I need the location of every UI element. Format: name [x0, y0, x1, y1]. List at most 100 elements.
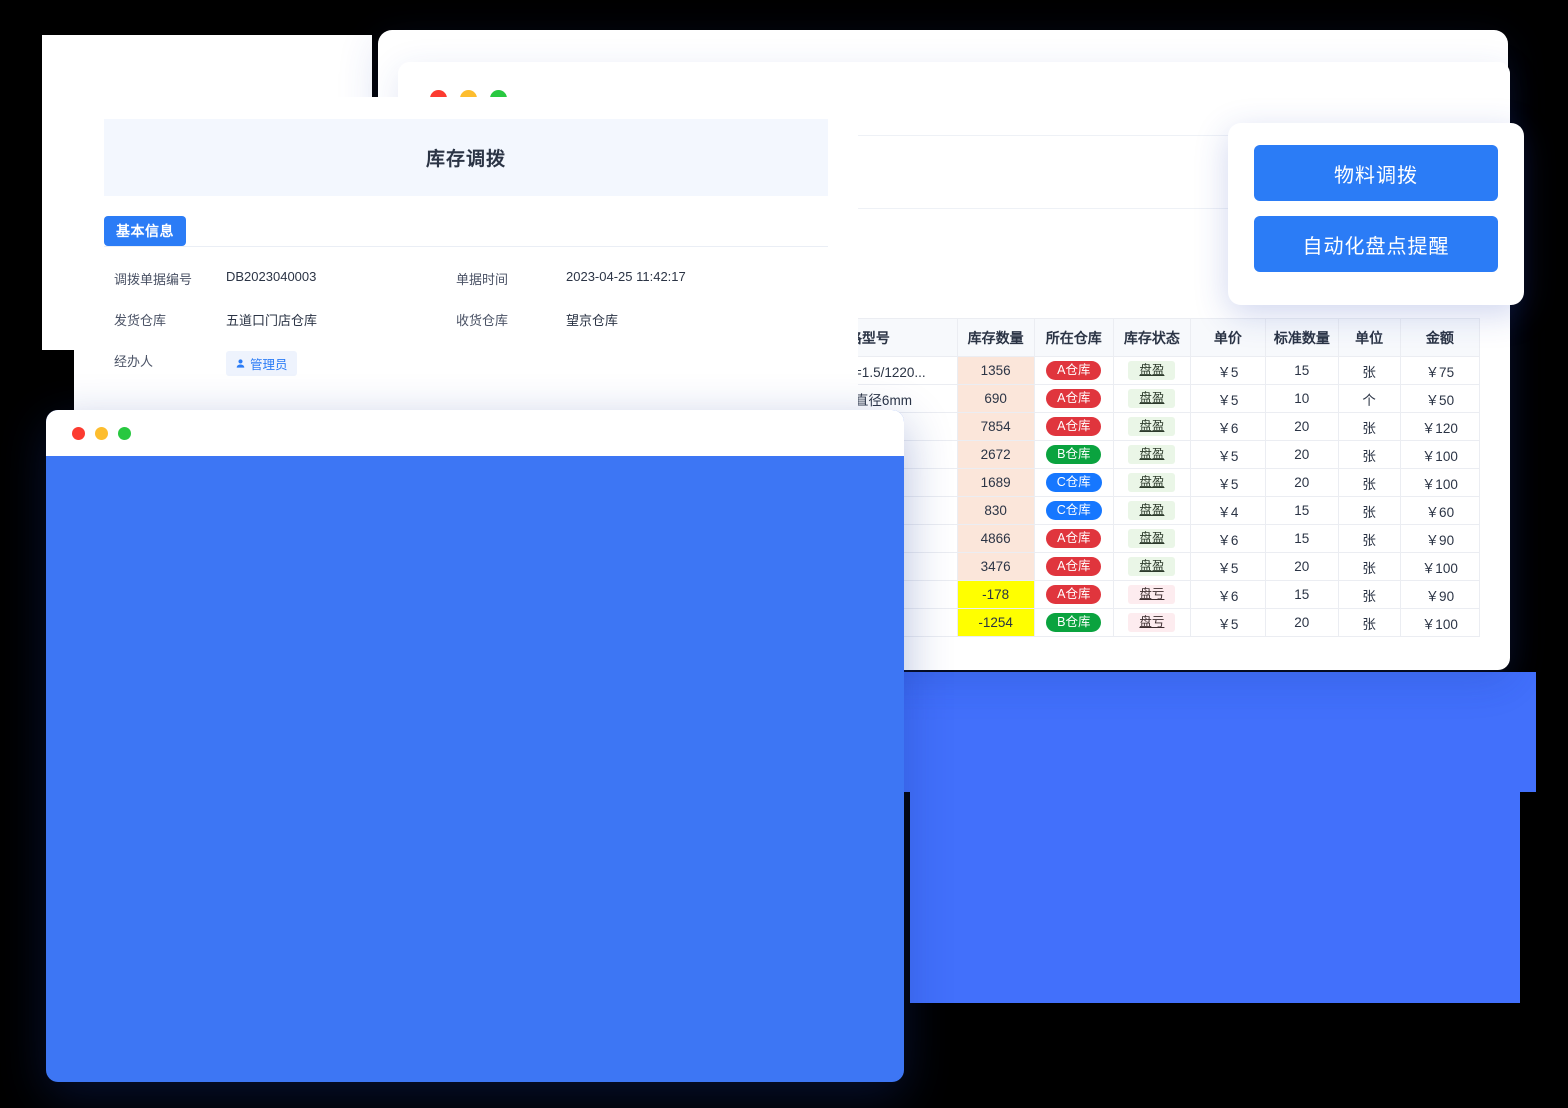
cell-amount: ￥50	[1399, 384, 1481, 413]
warehouse-badge: C仓库	[1045, 472, 1102, 493]
basic-info-grid: 调拨单据编号 DB2023040003 单据时间 2023-04-25 11:4…	[104, 247, 828, 392]
warehouse-badge: A仓库	[1046, 360, 1102, 381]
cell-std-qty: 15	[1264, 496, 1339, 525]
form-title: 库存调拨	[104, 119, 828, 196]
warehouse-badge: A仓库	[1046, 556, 1102, 577]
cell-std-qty: 20	[1264, 552, 1339, 581]
cell-unit-price: ￥5	[1189, 384, 1266, 413]
cell-unit: 张	[1337, 580, 1401, 609]
cell-stock-state: 盘盈	[1112, 356, 1191, 385]
cell-unit-price: ￥6	[1189, 412, 1266, 441]
operator-label: 经办人	[114, 354, 154, 369]
stock-transfer-window	[46, 410, 904, 1082]
cell-stock-state: 盘盈	[1112, 440, 1191, 469]
warehouse-badge: A仓库	[1046, 528, 1102, 549]
cell-unit: 张	[1337, 496, 1401, 525]
operator-chip[interactable]: 管理员	[226, 351, 297, 376]
cell-warehouse: A仓库	[1033, 356, 1114, 385]
status-badge: 盘盈	[1128, 556, 1176, 577]
decorative-blue-box	[910, 745, 1520, 1003]
cell-warehouse: A仓库	[1033, 524, 1114, 553]
auto-stocktake-alert-button[interactable]: 自动化盘点提醒	[1254, 216, 1498, 272]
warehouse-badge: A仓库	[1046, 416, 1102, 437]
from-warehouse-label: 发货仓库	[114, 313, 167, 328]
cell-std-qty: 20	[1264, 468, 1339, 497]
col-unit: 单位	[1337, 318, 1401, 357]
user-icon	[236, 359, 245, 368]
cell-warehouse: A仓库	[1033, 384, 1114, 413]
cell-warehouse: C仓库	[1033, 496, 1114, 525]
cell-unit-price: ￥6	[1189, 524, 1266, 553]
warehouse-badge: A仓库	[1046, 388, 1102, 409]
cell-amount: ￥90	[1399, 524, 1481, 553]
cell-stock-qty: -1254	[956, 608, 1035, 637]
cell-warehouse: B仓库	[1033, 440, 1114, 469]
status-badge: 盘盈	[1128, 528, 1176, 549]
basic-info-tag: 基本信息	[104, 216, 186, 246]
cell-stock-state: 盘盈	[1112, 468, 1191, 497]
cell-unit: 张	[1337, 412, 1401, 441]
front-window-titlebar	[46, 410, 904, 456]
to-warehouse-value: 望京仓库	[566, 313, 619, 328]
cell-stock-qty: 830	[956, 496, 1035, 525]
warehouse-badge: C仓库	[1045, 500, 1102, 521]
warehouse-badge: B仓库	[1046, 612, 1102, 633]
cell-stock-qty: 2672	[956, 440, 1035, 469]
status-badge: 盘亏	[1128, 612, 1176, 633]
doc-time-value: 2023-04-25 11:42:17	[566, 269, 686, 284]
cell-std-qty: 15	[1264, 356, 1339, 385]
maximize-icon[interactable]	[118, 426, 131, 440]
cell-std-qty: 20	[1264, 440, 1339, 469]
cell-warehouse: B仓库	[1033, 608, 1114, 637]
status-badge: 盘盈	[1128, 472, 1176, 493]
operator-value-cell: 管理员	[226, 351, 456, 376]
doc-no-value: DB2023040003	[226, 269, 317, 284]
col-stock-qty: 库存数量	[956, 318, 1035, 357]
cell-stock-state: 盘盈	[1112, 552, 1191, 581]
cell-amount: ￥100	[1399, 468, 1481, 497]
cell-stock-state: 盘盈	[1112, 384, 1191, 413]
col-std-qty: 标准数量	[1264, 318, 1339, 357]
status-badge: 盘亏	[1128, 584, 1176, 605]
status-badge: 盘盈	[1128, 416, 1176, 437]
to-warehouse-label: 收货仓库	[456, 313, 509, 328]
cell-warehouse: A仓库	[1033, 412, 1114, 441]
status-badge: 盘盈	[1128, 444, 1176, 465]
cell-std-qty: 20	[1264, 412, 1339, 441]
cell-unit-price: ￥5	[1189, 440, 1266, 469]
cell-stock-qty: 1356	[956, 356, 1035, 385]
cell-stock-state: 盘盈	[1112, 496, 1191, 525]
cell-unit-price: ￥6	[1189, 580, 1266, 609]
warehouse-badge: A仓库	[1046, 584, 1102, 605]
warehouse-badge: B仓库	[1046, 444, 1102, 465]
cell-stock-qty: 3476	[956, 552, 1035, 581]
status-badge: 盘盈	[1128, 388, 1176, 409]
cell-stock-state: 盘盈	[1112, 524, 1191, 553]
cell-warehouse: C仓库	[1033, 468, 1114, 497]
cell-stock-qty: 7854	[956, 412, 1035, 441]
cell-unit-price: ￥5	[1189, 552, 1266, 581]
cell-unit: 个	[1337, 384, 1401, 413]
cell-stock-qty: 4866	[956, 524, 1035, 553]
operator-name: 管理员	[250, 358, 288, 372]
material-transfer-button[interactable]: 物料调拨	[1254, 145, 1498, 201]
cell-unit: 张	[1337, 356, 1401, 385]
cell-std-qty: 20	[1264, 608, 1339, 637]
cell-warehouse: A仓库	[1033, 552, 1114, 581]
col-stock-state: 库存状态	[1112, 318, 1191, 357]
doc-time-label: 单据时间	[456, 272, 509, 287]
col-amount: 金额	[1399, 318, 1481, 357]
minimize-icon[interactable]	[95, 426, 108, 440]
cell-std-qty: 15	[1264, 524, 1339, 553]
close-icon[interactable]	[72, 426, 85, 440]
cell-amount: ￥75	[1399, 356, 1481, 385]
status-badge: 盘盈	[1128, 360, 1176, 381]
cell-unit: 张	[1337, 608, 1401, 637]
col-warehouse: 所在仓库	[1033, 318, 1114, 357]
cell-stock-state: 盘亏	[1112, 580, 1191, 609]
cell-stock-state: 盘亏	[1112, 608, 1191, 637]
cell-std-qty: 10	[1264, 384, 1339, 413]
cell-stock-qty: 690	[956, 384, 1035, 413]
cell-stock-state: 盘盈	[1112, 412, 1191, 441]
cell-warehouse: A仓库	[1033, 580, 1114, 609]
